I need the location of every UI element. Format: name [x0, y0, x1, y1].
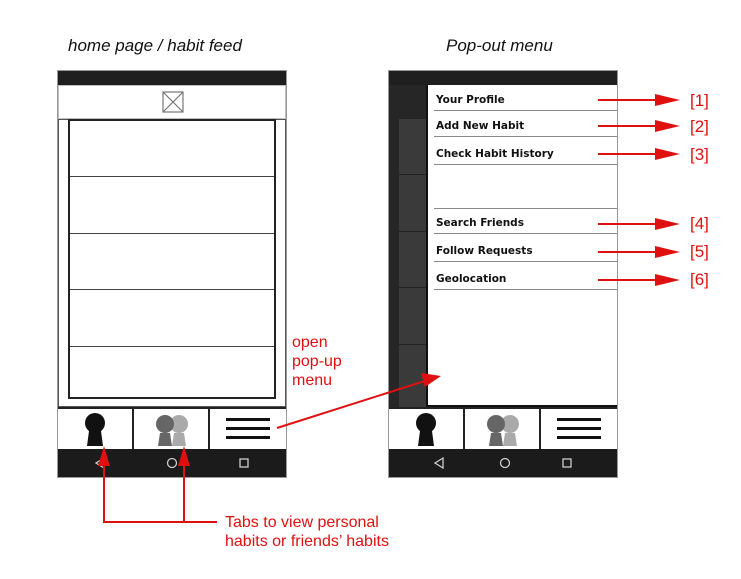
home-icon [499, 457, 511, 469]
tab-friends-habits[interactable] [465, 409, 541, 449]
arrowhead-4 [655, 218, 680, 230]
hamburger-menu-icon [226, 418, 270, 439]
friends-icon [487, 415, 519, 446]
ref-label-5: [5] [690, 242, 709, 261]
ref-label-3: [3] [690, 145, 709, 164]
menu-item-check-habit-history[interactable]: Check Habit History [434, 143, 617, 165]
feed-item[interactable] [70, 121, 274, 177]
arrowhead-2 [655, 120, 680, 132]
ref-label-6: [6] [690, 270, 709, 289]
feed-item[interactable] [70, 177, 274, 234]
ref-label-2: [2] [690, 117, 709, 136]
habit-feed-list[interactable] [68, 119, 276, 399]
nav-back-button[interactable] [80, 449, 120, 477]
tab-menu[interactable] [541, 409, 617, 449]
arrowhead-5 [655, 246, 680, 258]
nav-home-button[interactable] [152, 449, 192, 477]
menu-item-search-friends[interactable]: Search Friends [434, 212, 617, 234]
tabs-note: Tabs to view personal habits or friends’… [225, 514, 389, 550]
popout-phone-mockup: Your Profile Add New Habit Check Habit H… [388, 70, 618, 478]
status-bar [389, 71, 617, 85]
recent-apps-icon [562, 458, 572, 468]
tab-personal-habits[interactable] [58, 409, 134, 449]
home-caption: home page / habit feed [68, 36, 242, 55]
popout-menu-panel: Your Profile Add New Habit Check Habit H… [426, 85, 617, 407]
tab-bar [389, 407, 617, 449]
arrowhead-6 [655, 274, 680, 286]
home-icon [166, 457, 178, 469]
home-phone-mockup [57, 70, 287, 478]
person-icon [416, 413, 436, 446]
menu-item-follow-requests[interactable]: Follow Requests [434, 240, 617, 262]
hamburger-menu-icon [557, 418, 601, 439]
tab-friends-habits[interactable] [134, 409, 210, 449]
nav-home-button[interactable] [485, 449, 525, 477]
menu-item-geolocation[interactable]: Geolocation [434, 268, 617, 290]
dimmed-feed-strip [399, 119, 427, 407]
menu-item-your-profile[interactable]: Your Profile [434, 89, 617, 111]
recent-apps-icon [239, 458, 249, 468]
ref-label-1: [1] [690, 91, 709, 110]
image-placeholder-icon [162, 91, 184, 113]
tab-personal-habits[interactable] [389, 409, 465, 449]
popout-caption: Pop-out menu [446, 36, 553, 55]
tab-bar [58, 407, 286, 449]
tab-menu[interactable] [210, 409, 286, 449]
nav-back-button[interactable] [419, 449, 459, 477]
back-icon [433, 457, 444, 469]
feed-item[interactable] [70, 234, 274, 290]
arrowhead-1 [655, 94, 680, 106]
feed-item[interactable] [70, 290, 274, 347]
android-nav-bar [58, 449, 286, 477]
friends-icon [156, 415, 188, 446]
feed-item[interactable] [70, 347, 274, 397]
back-icon [94, 457, 105, 469]
open-popup-menu-note: open pop-up menu [292, 334, 342, 389]
menu-item-add-new-habit[interactable]: Add New Habit [434, 115, 617, 137]
nav-recents-button[interactable] [547, 449, 587, 477]
status-bar [58, 71, 286, 85]
ref-label-4: [4] [690, 214, 709, 233]
app-title-bar [58, 85, 286, 119]
android-nav-bar [389, 449, 617, 477]
menu-divider-space [434, 185, 617, 209]
arrowhead-3 [655, 148, 680, 160]
nav-recents-button[interactable] [224, 449, 264, 477]
person-icon [85, 413, 105, 446]
